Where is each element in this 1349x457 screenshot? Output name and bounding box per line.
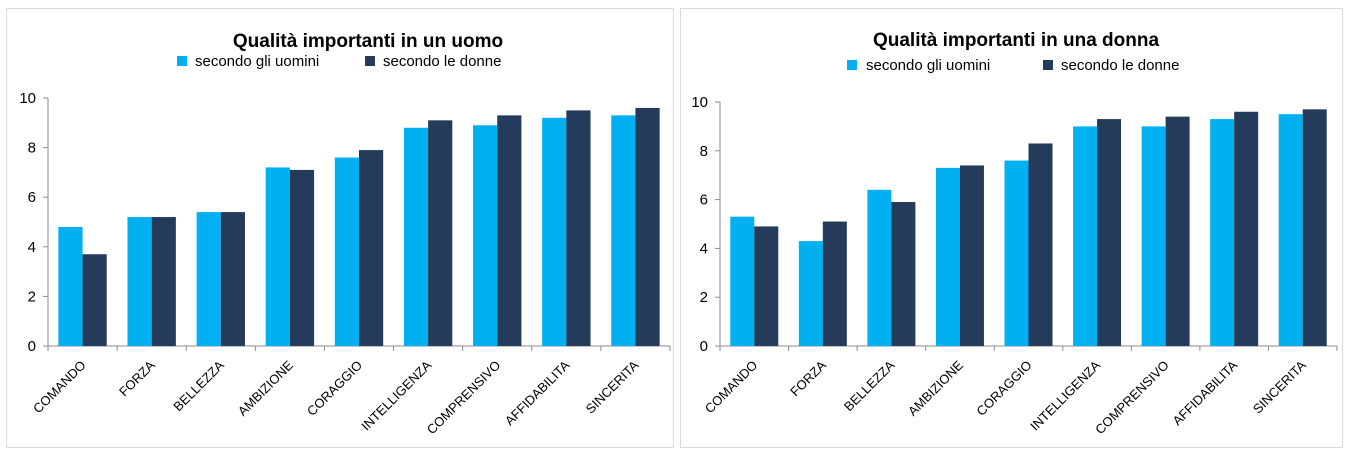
y-tick-label: 6 bbox=[28, 189, 36, 206]
bar-intelligenza-donne bbox=[1097, 119, 1122, 346]
bar-coraggio-uomini bbox=[1004, 160, 1029, 346]
bar-ambizione-uomini bbox=[265, 167, 290, 346]
bar-bellezza-uomini bbox=[867, 189, 892, 346]
category-label: FORZA bbox=[116, 357, 158, 399]
y-tick-label: 4 bbox=[28, 239, 36, 256]
bar-intelligenza-uomini bbox=[403, 127, 429, 346]
category-label: SINCERITA bbox=[1250, 357, 1309, 416]
bar-coraggio-uomini bbox=[334, 157, 359, 346]
category-label: COMPRENSIVO bbox=[1092, 358, 1172, 438]
bar-bellezza-donne bbox=[220, 212, 245, 346]
bar-affidabilita-uomini bbox=[542, 117, 567, 346]
bar-bellezza-donne bbox=[891, 202, 916, 346]
bar-coraggio-donne bbox=[359, 150, 384, 346]
bar-coraggio-donne bbox=[1028, 143, 1053, 346]
legend-label-donne: secondo le donne bbox=[383, 53, 501, 70]
category-label: AMBIZIONE bbox=[235, 357, 296, 418]
legend-swatch-uomini bbox=[847, 60, 857, 70]
bar-sincerita-donne bbox=[1302, 109, 1327, 346]
y-tick-label: 2 bbox=[28, 288, 36, 305]
bar-forza-uomini bbox=[127, 217, 152, 346]
bar-comprensivo-uomini bbox=[1141, 126, 1166, 347]
category-label: AFFIDABILITA bbox=[1170, 357, 1241, 428]
bar-comprensivo-donne bbox=[1165, 116, 1190, 346]
bar-forza-uomini bbox=[798, 241, 823, 346]
bar-intelligenza-donne bbox=[428, 120, 453, 346]
bar-forza-donne bbox=[822, 221, 847, 346]
bar-forza-donne bbox=[151, 217, 176, 346]
category-label: AFFIDABILITA bbox=[502, 357, 573, 428]
y-tick-label: 0 bbox=[700, 338, 708, 355]
category-label: CORAGGIO bbox=[973, 358, 1034, 419]
bar-comando-uomini bbox=[730, 216, 755, 346]
bar-ambizione-donne bbox=[959, 165, 984, 346]
bar-comprensivo-donne bbox=[497, 115, 522, 346]
category-label: BELLEZZA bbox=[841, 357, 898, 414]
legend-label-donne: secondo le donne bbox=[1061, 57, 1179, 74]
category-label: CORAGGIO bbox=[304, 358, 365, 419]
category-label: BELLEZZA bbox=[170, 357, 227, 414]
category-label: COMPRENSIVO bbox=[424, 358, 504, 438]
bar-comprensivo-uomini bbox=[473, 125, 498, 346]
bar-comando-donne bbox=[82, 254, 107, 346]
bar-sincerita-uomini bbox=[1278, 114, 1303, 346]
bar-ambizione-donne bbox=[289, 169, 315, 346]
category-label: SINCERITA bbox=[583, 357, 642, 416]
chart-panel-donna: Qualità importanti in una donna secondo g… bbox=[680, 8, 1343, 448]
y-tick-label: 8 bbox=[28, 140, 36, 157]
y-tick-label: 10 bbox=[19, 90, 36, 107]
category-label: FORZA bbox=[787, 357, 829, 399]
category-label: INTELLIGENZA bbox=[1027, 357, 1103, 433]
legend-label-uomini: secondo gli uomini bbox=[866, 57, 990, 74]
bar-affidabilita-donne bbox=[1234, 111, 1259, 346]
bar-affidabilita-donne bbox=[566, 110, 591, 347]
legend-swatch-donne bbox=[1043, 60, 1053, 70]
bar-sincerita-donne bbox=[635, 107, 660, 346]
y-tick-label: 2 bbox=[700, 289, 708, 306]
category-label: COMANDO bbox=[30, 358, 89, 417]
chart-title: Qualità importanti in un uomo bbox=[233, 31, 503, 52]
chart-svg-donna: Qualità importanti in una donna secondo g… bbox=[691, 30, 1338, 438]
y-tick-label: 0 bbox=[28, 338, 36, 355]
category-label: COMANDO bbox=[702, 358, 761, 417]
bar-intelligenza-uomini bbox=[1073, 126, 1098, 347]
legend-swatch-uomini bbox=[177, 56, 187, 66]
bar-bellezza-uomini bbox=[196, 212, 221, 346]
bar-comando-uomini bbox=[58, 226, 83, 346]
chart-panel-uomo: Qualità importanti in un uomo secondo gli… bbox=[6, 8, 674, 448]
bar-affidabilita-uomini bbox=[1210, 119, 1235, 346]
y-tick-label: 4 bbox=[700, 240, 708, 257]
y-tick-label: 8 bbox=[700, 143, 708, 160]
y-tick-label: 10 bbox=[691, 94, 708, 111]
legend-swatch-donne bbox=[365, 56, 375, 66]
bar-ambizione-uomini bbox=[935, 167, 960, 346]
category-label: AMBIZIONE bbox=[905, 357, 966, 418]
category-label: INTELLIGENZA bbox=[358, 357, 434, 433]
legend-label-uomini: secondo gli uomini bbox=[195, 53, 319, 70]
chart-title: Qualità importanti in una donna bbox=[873, 30, 1159, 51]
y-tick-label: 6 bbox=[700, 192, 708, 209]
bar-comando-donne bbox=[754, 226, 779, 346]
bar-sincerita-uomini bbox=[611, 115, 636, 346]
